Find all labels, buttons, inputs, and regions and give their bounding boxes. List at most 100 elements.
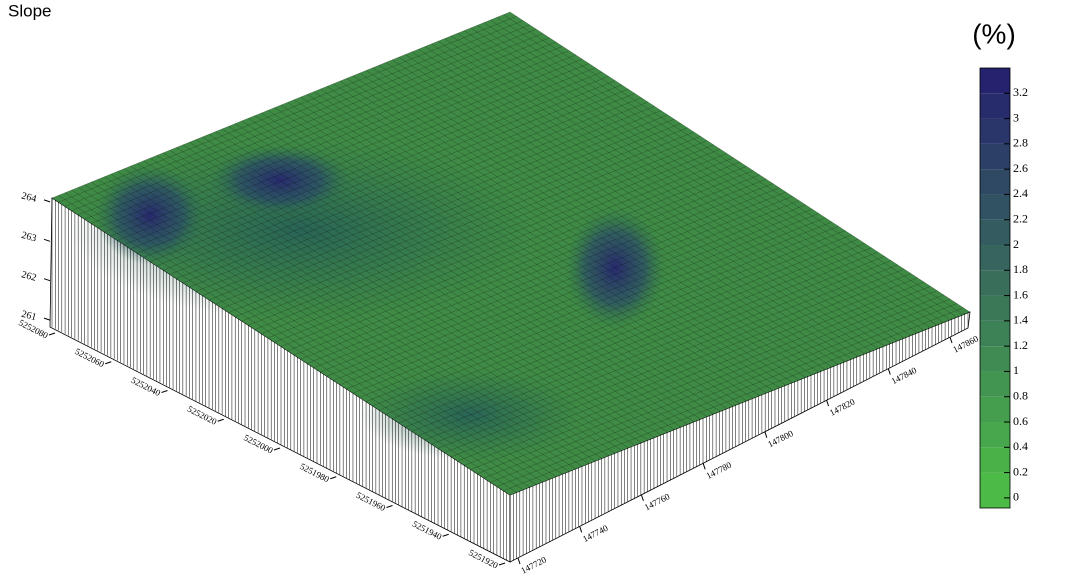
- mesh-line: [110, 50, 570, 237]
- colorbar-band: [980, 320, 1010, 347]
- mesh-line: [365, 217, 826, 402]
- mesh-line: [150, 76, 609, 262]
- mesh-line: [215, 118, 675, 305]
- mesh-line: [398, 56, 859, 357]
- mesh-line: [84, 33, 543, 220]
- mesh-line: [117, 54, 576, 241]
- x-tick-label: 147800: [766, 428, 795, 449]
- surface-shade: [210, 145, 350, 215]
- colorbar-band: [980, 472, 1010, 508]
- colorbar-band: [980, 219, 1010, 246]
- z-tick: [43, 199, 51, 203]
- colorbar-tick-label: 0.6: [1013, 414, 1028, 428]
- mesh-line: [84, 184, 543, 483]
- y-tick: [442, 533, 449, 537]
- mesh-line: [385, 230, 846, 415]
- colorbar-tick-label: 1.6: [1013, 287, 1028, 301]
- mesh-line: [64, 192, 524, 490]
- mesh-line: [359, 213, 819, 398]
- mesh-line: [136, 67, 596, 254]
- colorbar-band: [980, 143, 1010, 170]
- mesh-line: [215, 131, 675, 430]
- mesh-line: [254, 144, 714, 330]
- mesh-line: [431, 260, 892, 445]
- mesh-line: [195, 139, 655, 438]
- mesh-line: [228, 126, 688, 425]
- chart-title: Slope: [8, 1, 51, 20]
- mesh-line: [274, 157, 734, 343]
- mesh-line: [490, 298, 951, 483]
- colorbar-tick-label: 1.4: [1013, 313, 1028, 327]
- mesh-line: [418, 48, 879, 349]
- mesh-line: [208, 114, 668, 301]
- mesh-line: [405, 54, 865, 355]
- z-tick-label: 264: [20, 190, 37, 205]
- mesh-line: [450, 35, 911, 336]
- mesh-line: [130, 63, 589, 250]
- colorbar-band: [980, 245, 1010, 271]
- x-tick: [579, 526, 583, 533]
- mesh-line: [300, 174, 760, 360]
- mesh-line: [333, 83, 793, 383]
- mesh-line: [339, 200, 800, 385]
- colorbar-band: [980, 118, 1010, 144]
- mesh-line: [293, 99, 754, 399]
- mesh-line: [97, 179, 557, 477]
- mesh-line: [156, 155, 616, 454]
- mesh-line: [222, 123, 681, 309]
- mesh-line: [431, 43, 892, 344]
- mesh-line: [326, 86, 787, 386]
- mesh-line: [444, 268, 905, 453]
- y-tick: [386, 505, 393, 508]
- mesh-line: [267, 153, 727, 339]
- mesh-line: [221, 128, 681, 428]
- mesh-line: [176, 93, 635, 279]
- mesh-line: [110, 173, 570, 472]
- mesh-line: [176, 147, 635, 446]
- surface-box: [49, 11, 971, 563]
- mesh-line: [143, 71, 603, 258]
- mesh-line: [182, 97, 642, 284]
- mesh-line: [313, 91, 773, 391]
- mesh-line: [123, 168, 583, 467]
- mesh-line: [169, 149, 629, 449]
- mesh-line: [464, 30, 925, 331]
- mesh-line: [313, 183, 773, 368]
- colorbar-tick-label: 2.2: [1013, 211, 1028, 225]
- mesh-line: [307, 94, 767, 394]
- mesh-line: [274, 107, 734, 407]
- x-tick: [887, 368, 891, 375]
- x-tick-label: 147840: [890, 365, 919, 386]
- mesh-line: [411, 247, 872, 432]
- y-tick: [161, 390, 168, 393]
- mesh-line: [477, 25, 938, 326]
- z-tick: [43, 238, 51, 242]
- colorbar-tick-label: 2.8: [1013, 136, 1028, 150]
- mesh-line: [91, 37, 550, 224]
- z-tick-label: 263: [20, 230, 37, 245]
- mesh-line: [392, 234, 852, 419]
- surface-shade: [565, 208, 665, 328]
- mesh-line: [254, 115, 714, 415]
- mesh-line: [58, 16, 517, 203]
- colorbar-tick-label: 3: [1013, 110, 1019, 124]
- mesh-line: [365, 70, 826, 370]
- mesh-line: [208, 134, 668, 433]
- colorbar-band: [980, 93, 1010, 119]
- mesh-line: [202, 110, 662, 296]
- mesh-line: [372, 221, 833, 407]
- mesh-line: [457, 277, 918, 462]
- mesh-line: [78, 28, 537, 216]
- mesh-line: [352, 75, 813, 375]
- colorbar-tick-label: 2.6: [1013, 161, 1028, 175]
- y-tick: [273, 447, 281, 451]
- colorbar-band: [980, 194, 1010, 220]
- mesh-line: [182, 144, 642, 443]
- colorbar-band: [980, 295, 1010, 321]
- colorbar-tick-label: 1: [1013, 363, 1019, 377]
- mesh-line: [339, 80, 800, 381]
- x-tick-label: 147820: [828, 396, 857, 417]
- mesh-line: [483, 294, 944, 479]
- mesh-line: [496, 303, 957, 487]
